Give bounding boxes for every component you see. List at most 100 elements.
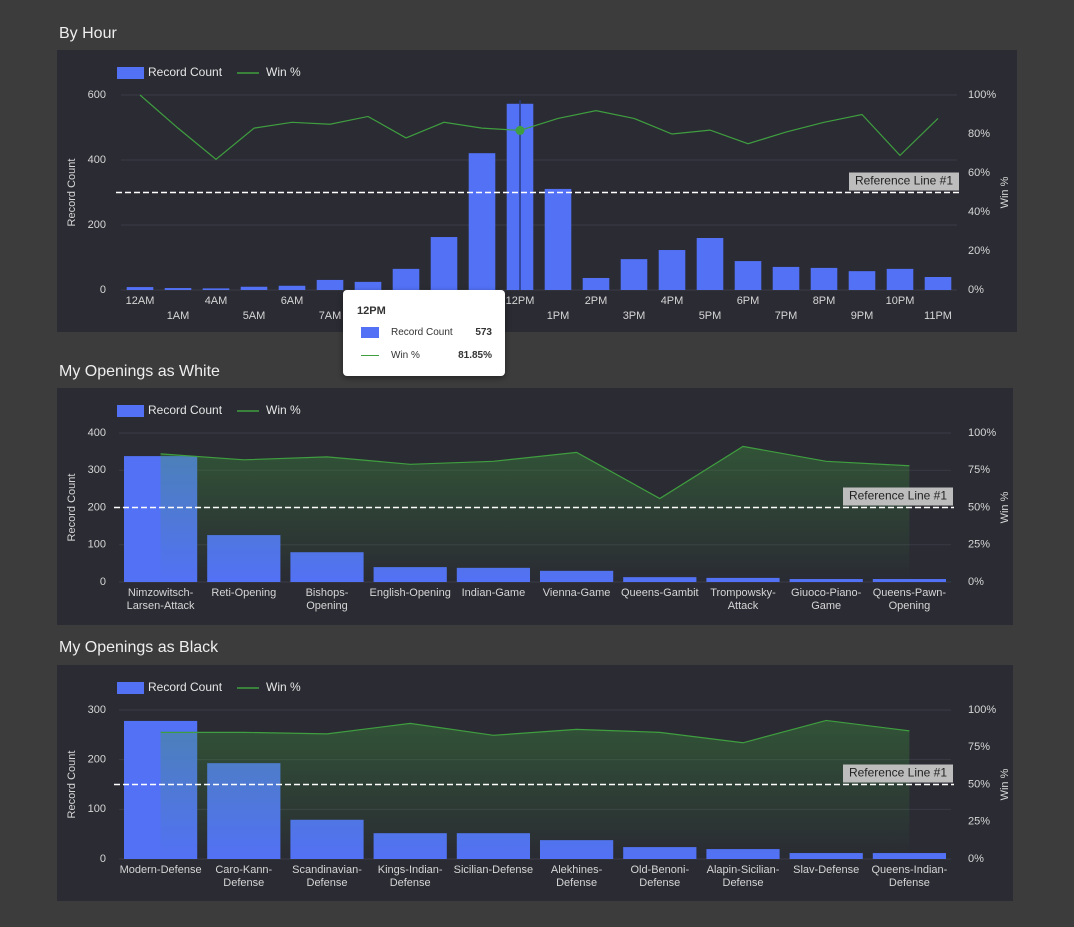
x-tick-label: 7AM: [319, 310, 342, 322]
y-tick-label: 600: [88, 89, 106, 101]
y-tick-label: 0: [100, 853, 106, 865]
tooltip-value: 81.85%: [458, 350, 492, 361]
x-tick-label: Queens-Pawn-Opening: [872, 587, 947, 612]
chart-title: My Openings as Black: [59, 639, 219, 656]
y2-tick-label: 20%: [968, 245, 990, 257]
reference-label: Reference Line #1: [849, 489, 947, 503]
y2-tick-label: 75%: [968, 741, 990, 753]
legend-label: Win %: [266, 680, 301, 694]
x-tick-label: 12PM: [506, 295, 535, 307]
legend-label: Win %: [266, 65, 301, 79]
x-tick-label: 12AM: [126, 295, 155, 307]
x-tick-label: Scandinavian-Defense: [292, 864, 362, 889]
bar: [202, 288, 230, 290]
y2-tick-label: 75%: [968, 464, 990, 476]
y2-tick-label: 25%: [968, 816, 990, 828]
bar: [316, 279, 344, 290]
bar: [240, 286, 268, 290]
line-area: [160, 446, 910, 582]
x-tick-label: 5PM: [699, 310, 722, 322]
legend-label: Record Count: [148, 65, 223, 79]
y-tick-label: 200: [88, 219, 106, 231]
tooltip-swatch: [361, 327, 379, 338]
x-tick-label: Slav-Defense: [793, 864, 860, 876]
legend-swatch: [117, 67, 144, 79]
line: [160, 445, 910, 500]
y-tick-label: 400: [88, 427, 106, 439]
y2-tick-label: 0%: [968, 576, 984, 588]
x-tick-label: 11PM: [924, 310, 952, 322]
y2-axis-label: Win %: [999, 491, 1011, 523]
hover-point: [515, 125, 525, 135]
tooltip-title: 12PM: [357, 305, 386, 317]
line-area: [160, 720, 910, 859]
y2-tick-label: 40%: [968, 206, 990, 218]
legend-label: Win %: [266, 403, 301, 417]
bar: [126, 287, 154, 290]
line: [160, 719, 910, 744]
chart-title: My Openings as White: [59, 363, 220, 380]
x-tick-label: 10PM: [886, 295, 915, 307]
x-tick-label: 1PM: [547, 310, 570, 322]
x-tick-label: Old-Benoni-Defense: [630, 864, 690, 889]
y-tick-label: 0: [100, 576, 106, 588]
reference-label: Reference Line #1: [849, 766, 947, 780]
y2-tick-label: 50%: [968, 778, 990, 790]
x-tick-label: 4AM: [205, 295, 228, 307]
tooltip-value: 573: [475, 327, 492, 338]
x-tick-label: 6PM: [737, 295, 760, 307]
x-tick-label: Modern-Defense: [119, 864, 202, 876]
y-axis-label: Record Count: [66, 474, 78, 542]
legend-swatch: [117, 405, 144, 417]
x-tick-label: 9PM: [851, 310, 874, 322]
x-tick-label: Alekhines-Defense: [550, 864, 603, 889]
reference-label-box: [849, 172, 959, 191]
y2-tick-label: 100%: [968, 89, 996, 101]
x-tick-label: 3PM: [623, 310, 646, 322]
x-tick-label: Indian-Game: [461, 587, 526, 599]
reference-label: Reference Line #1: [855, 174, 953, 188]
x-tick-label: Reti-Opening: [211, 587, 277, 599]
reference-label-box: [843, 764, 953, 783]
bar: [620, 259, 648, 290]
bar: [430, 237, 458, 290]
y2-tick-label: 25%: [968, 539, 990, 551]
bar: [886, 268, 914, 290]
x-tick-label: 5AM: [243, 310, 266, 322]
x-tick-label: Kings-Indian-Defense: [377, 864, 443, 889]
y2-tick-label: 80%: [968, 128, 990, 140]
tooltip: 12PM Record Count 573 Win % 81.85%: [343, 290, 505, 376]
bar: [392, 268, 420, 290]
bar: [734, 261, 762, 290]
y-tick-label: 300: [88, 704, 106, 716]
bar: [924, 277, 952, 290]
x-tick-label: Trompowsky-Attack: [710, 587, 776, 612]
y2-tick-label: 100%: [968, 427, 996, 439]
y-axis-label: Record Count: [66, 751, 78, 819]
bar: [164, 288, 192, 290]
bar: [544, 188, 572, 290]
y-tick-label: 200: [88, 501, 106, 513]
y-tick-label: 200: [88, 754, 106, 766]
legend-label: Record Count: [148, 680, 223, 694]
y-tick-label: 300: [88, 464, 106, 476]
x-tick-label: Queens-Gambit: [620, 587, 699, 599]
bar: [354, 281, 382, 290]
x-tick-label: Caro-Kann-Defense: [215, 864, 273, 889]
bar: [468, 153, 496, 290]
x-tick-label: English-Opening: [369, 587, 451, 599]
bar: [810, 267, 838, 290]
bar: [848, 271, 876, 290]
y-tick-label: 0: [100, 284, 106, 296]
x-tick-label: 8PM: [813, 295, 836, 307]
bar: [658, 250, 686, 290]
bar: [582, 277, 610, 290]
y2-tick-label: 0%: [968, 284, 984, 296]
line: [139, 94, 939, 161]
bar: [278, 285, 306, 290]
legend-label: Record Count: [148, 403, 223, 417]
chart-title: By Hour: [59, 25, 117, 42]
x-tick-label: 4PM: [661, 295, 684, 307]
x-tick-label: 6AM: [281, 295, 304, 307]
